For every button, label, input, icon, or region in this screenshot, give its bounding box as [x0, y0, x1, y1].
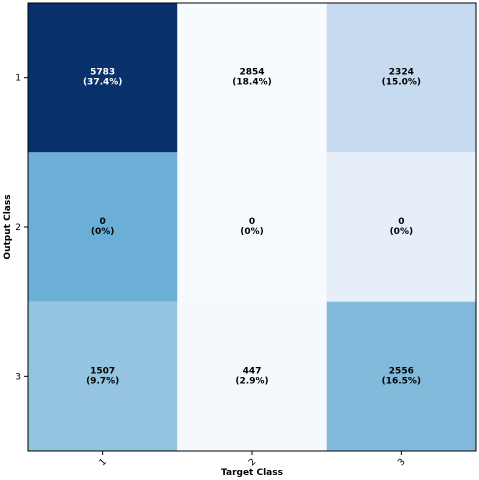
- heatmap-cell-r3-c1: [28, 301, 178, 451]
- cell-percent-label: (15.0%): [382, 78, 421, 88]
- cell-count-label: 0: [249, 217, 255, 227]
- heatmap-cell-r3-c3: [326, 301, 476, 451]
- heatmap-cell-r1-c2: [177, 3, 327, 153]
- axis-ticks: 1 2 3 1 2 3: [15, 74, 407, 469]
- cell-percent-label: (0%): [91, 227, 115, 237]
- y-tick-label: 1: [15, 74, 21, 84]
- cell-count-label: 0: [100, 217, 106, 227]
- y-tick-label: 2: [15, 223, 21, 233]
- cell-count-label: 2324: [389, 68, 414, 78]
- y-tick-label: 3: [15, 372, 21, 382]
- heatmap-cell-r1-c1: [28, 3, 178, 153]
- cell-percent-label: (0%): [390, 227, 414, 237]
- cell-percent-label: (0%): [240, 227, 264, 237]
- heatmap-cells: 5783(37.4%)2854(18.4%)2324(15.0%)0(0%)0(…: [28, 3, 476, 451]
- cell-percent-label: (18.4%): [232, 78, 271, 88]
- cell-count-label: 1507: [90, 366, 115, 376]
- heatmap-cell-r2-c1: [28, 152, 178, 302]
- cell-count-label: 5783: [90, 68, 115, 78]
- cell-percent-label: (2.9%): [235, 376, 268, 386]
- cell-percent-label: (37.4%): [83, 78, 122, 88]
- cell-percent-label: (16.5%): [382, 376, 421, 386]
- x-tick-label: 1: [98, 457, 109, 468]
- cell-count-label: 447: [243, 366, 262, 376]
- y-axis-label: Output Class: [3, 194, 13, 259]
- heatmap-cell-r3-c2: [177, 301, 327, 451]
- cell-count-label: 2854: [239, 68, 264, 78]
- heatmap-cell-r1-c3: [326, 3, 476, 153]
- x-axis-label: Target Class: [221, 468, 283, 478]
- cell-count-label: 0: [398, 217, 404, 227]
- x-tick-label: 2: [247, 457, 258, 468]
- x-tick-label: 3: [396, 457, 407, 468]
- heatmap-cell-r2-c2: [177, 152, 327, 302]
- heatmap-cell-r2-c3: [326, 152, 476, 302]
- cell-percent-label: (9.7%): [86, 376, 119, 386]
- cell-count-label: 2556: [389, 366, 414, 376]
